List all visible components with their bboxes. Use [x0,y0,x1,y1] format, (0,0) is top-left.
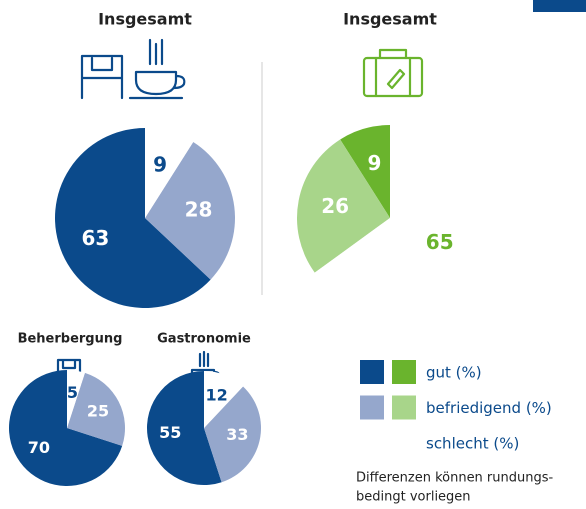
legend-swatch [392,360,416,384]
value-label: 9 [367,151,381,175]
bed-icon [80,54,124,100]
note: Differenzen können rundungs- [356,471,554,486]
value-label: 25 [87,402,109,421]
legend-label: schlecht (%) [426,435,519,453]
value-label: 26 [321,194,349,218]
value-label: 9 [153,153,167,177]
value-label: 63 [82,226,110,250]
legend-swatch [360,431,384,455]
value-label: 33 [226,425,248,444]
pie-slice [55,128,211,308]
cup-icon [128,38,186,100]
legend-swatch [360,395,384,420]
note: bedingt vorliegen [356,490,471,505]
pie-slice [204,371,244,428]
pie-slice [340,125,390,218]
chart-title: Gastronomie [157,332,251,347]
value-label: 5 [67,383,78,402]
pie-slice [147,371,222,486]
pie-slice [8,370,123,487]
chart-title: Insgesamt [343,10,437,29]
legend-swatch [360,360,384,384]
pie-slice [204,386,261,483]
legend-label: befriedigend (%) [426,399,552,417]
value-label: 28 [185,198,213,222]
pie-slice [67,370,85,428]
value-label: 65 [426,230,454,254]
corner-bar [533,0,586,12]
value-label: 55 [159,423,181,442]
legend-swatch [392,431,416,455]
chart-title: Insgesamt [98,10,192,29]
pie-slice [145,128,194,218]
legend-swatch [392,395,416,420]
pie-slice [314,125,483,311]
pie-slice [145,142,236,280]
chart-title: Beherbergung [18,332,123,347]
value-label: 12 [205,386,227,405]
pie-slice [297,139,390,273]
legend-label: gut (%) [426,364,482,382]
suitcase-icon [362,48,424,98]
pie-slice [67,372,125,446]
value-label: 70 [28,438,50,457]
